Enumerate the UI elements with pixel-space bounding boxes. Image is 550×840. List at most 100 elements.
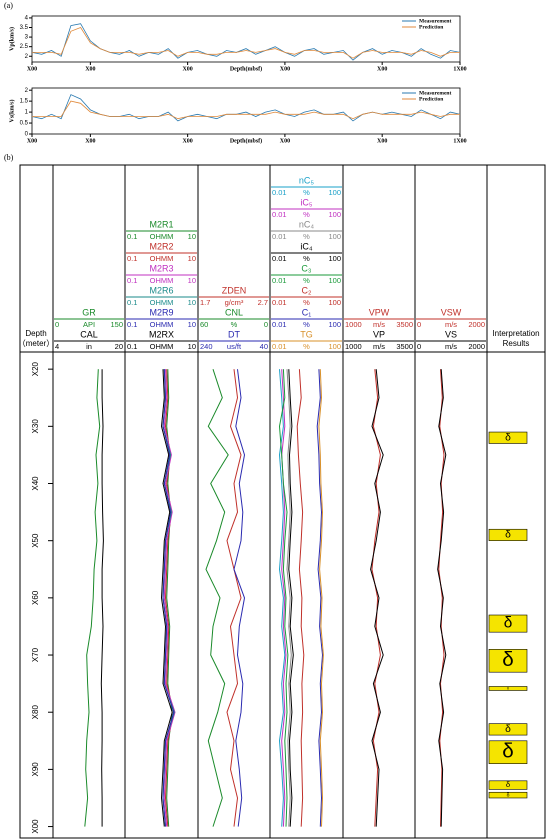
curve-name: VS	[445, 329, 457, 339]
interp-symbol: δ	[507, 686, 509, 690]
curve-name: ZDEN	[222, 285, 247, 295]
curve-max: 40	[260, 342, 268, 351]
curve-unit: in	[86, 342, 92, 351]
y-tick-label: 4	[25, 15, 29, 21]
y-axis-label: Vs(km/s)	[8, 99, 15, 122]
curve-min: 0.01	[272, 320, 287, 329]
interp-zone	[488, 431, 528, 444]
curve-max: 20	[115, 342, 123, 351]
curve-name: GR	[82, 307, 96, 317]
curve-name: M2R2	[149, 241, 173, 251]
curve-unit: %	[231, 320, 238, 329]
legend-label: Prediction	[419, 96, 443, 102]
x-tick-label: X00	[280, 138, 290, 144]
y-tick-label: 1	[25, 110, 29, 116]
curve-max: 10	[188, 342, 196, 351]
curve-min: 0.1	[127, 298, 137, 307]
curve-name: M2R6	[149, 285, 173, 295]
x-axis-label: Depth(mbsf)	[230, 137, 262, 144]
curve-min: 0	[417, 320, 421, 329]
log-curve	[163, 369, 176, 827]
curve-min: 0.01	[272, 342, 287, 351]
curve-max: 10	[188, 254, 196, 263]
curve-name: iC₄	[300, 241, 312, 251]
curve-name: iC₅	[300, 197, 312, 207]
depth-header: Depth	[25, 329, 46, 338]
curve-max: 100	[328, 320, 341, 329]
log-curve	[370, 369, 384, 827]
x-tick-label: X00	[85, 66, 95, 72]
depth-tick-label: X00	[31, 819, 40, 834]
curve-min: 0.1	[127, 254, 137, 263]
interp-zone	[488, 791, 528, 799]
interp-zone	[488, 528, 528, 541]
curve-unit: OHMM	[150, 276, 174, 285]
curve-unit: OHMM	[150, 232, 174, 241]
curve-max: 0	[264, 320, 268, 329]
x-tick-label: X00	[182, 66, 192, 72]
series-line	[32, 100, 460, 120]
log-curve	[278, 369, 289, 827]
curve-name: M2R9	[149, 307, 173, 317]
log-curve	[286, 369, 292, 827]
log-curve	[205, 369, 229, 827]
interp-zone	[488, 740, 528, 764]
y-tick-label: 3	[25, 35, 29, 41]
curve-max: 10	[188, 276, 196, 285]
x-tick-label: 1X00	[453, 66, 466, 72]
curve-unit: m/s	[373, 342, 385, 351]
legend-label: Measurement	[419, 90, 451, 96]
depth-tick-label: X30	[31, 419, 40, 434]
log-curve	[226, 369, 242, 827]
curve-min: 0.01	[272, 188, 287, 197]
curve-unit: %	[303, 254, 310, 263]
curve-min: 0.1	[127, 232, 137, 241]
curve-unit: %	[303, 320, 310, 329]
curve-max: 100	[328, 254, 341, 263]
series-line	[32, 27, 460, 59]
log-curve	[288, 369, 294, 827]
depth-tick-label: X80	[31, 705, 40, 720]
curve-unit: g/cm³	[225, 298, 244, 307]
curve-min: 1.7	[200, 298, 210, 307]
curve-unit: %	[303, 342, 310, 351]
y-tick-label: 0	[25, 132, 29, 138]
curve-name: M2R1	[149, 219, 173, 229]
curve-min: 4	[55, 342, 59, 351]
depth-tick-label: X90	[31, 762, 40, 777]
x-axis-label: Depth(mbsf)	[230, 65, 262, 72]
curve-name: VP	[373, 329, 385, 339]
curve-unit: %	[303, 232, 310, 241]
curve-name: C₃	[301, 263, 311, 273]
curve-unit: %	[303, 188, 310, 197]
curve-max: 10	[188, 298, 196, 307]
x-tick-label: X00	[27, 138, 37, 144]
log-curve	[160, 369, 173, 827]
x-tick-label: X00	[377, 138, 387, 144]
curve-unit: %	[303, 210, 310, 219]
curve-max: 100	[328, 232, 341, 241]
curve-name: TG	[300, 329, 313, 339]
panel-label: (a)	[4, 1, 13, 10]
curve-unit: m/s	[445, 342, 457, 351]
curve-name: M2RX	[149, 329, 174, 339]
curve-max: 2.7	[258, 298, 268, 307]
x-tick-label: X00	[377, 66, 387, 72]
curve-unit: %	[303, 298, 310, 307]
series-line	[31, 23, 461, 61]
curve-max: 100	[328, 342, 341, 351]
panel-label: (b)	[4, 153, 14, 162]
curve-min: 1000	[345, 342, 362, 351]
curve-unit: OHMM	[150, 254, 174, 263]
curve-name: C₁	[302, 307, 312, 317]
curve-min: 0.1	[127, 320, 137, 329]
x-tick-label: X00	[280, 66, 290, 72]
y-tick-label: 0.5	[20, 121, 29, 127]
interp-header: Interpretation	[492, 329, 539, 338]
series-line	[31, 94, 461, 122]
curve-min: 240	[200, 342, 213, 351]
curve-name: CNL	[225, 307, 243, 317]
y-axis-label: Vp(km/s)	[8, 27, 15, 51]
curve-max: 100	[328, 188, 341, 197]
curve-unit: %	[303, 276, 310, 285]
